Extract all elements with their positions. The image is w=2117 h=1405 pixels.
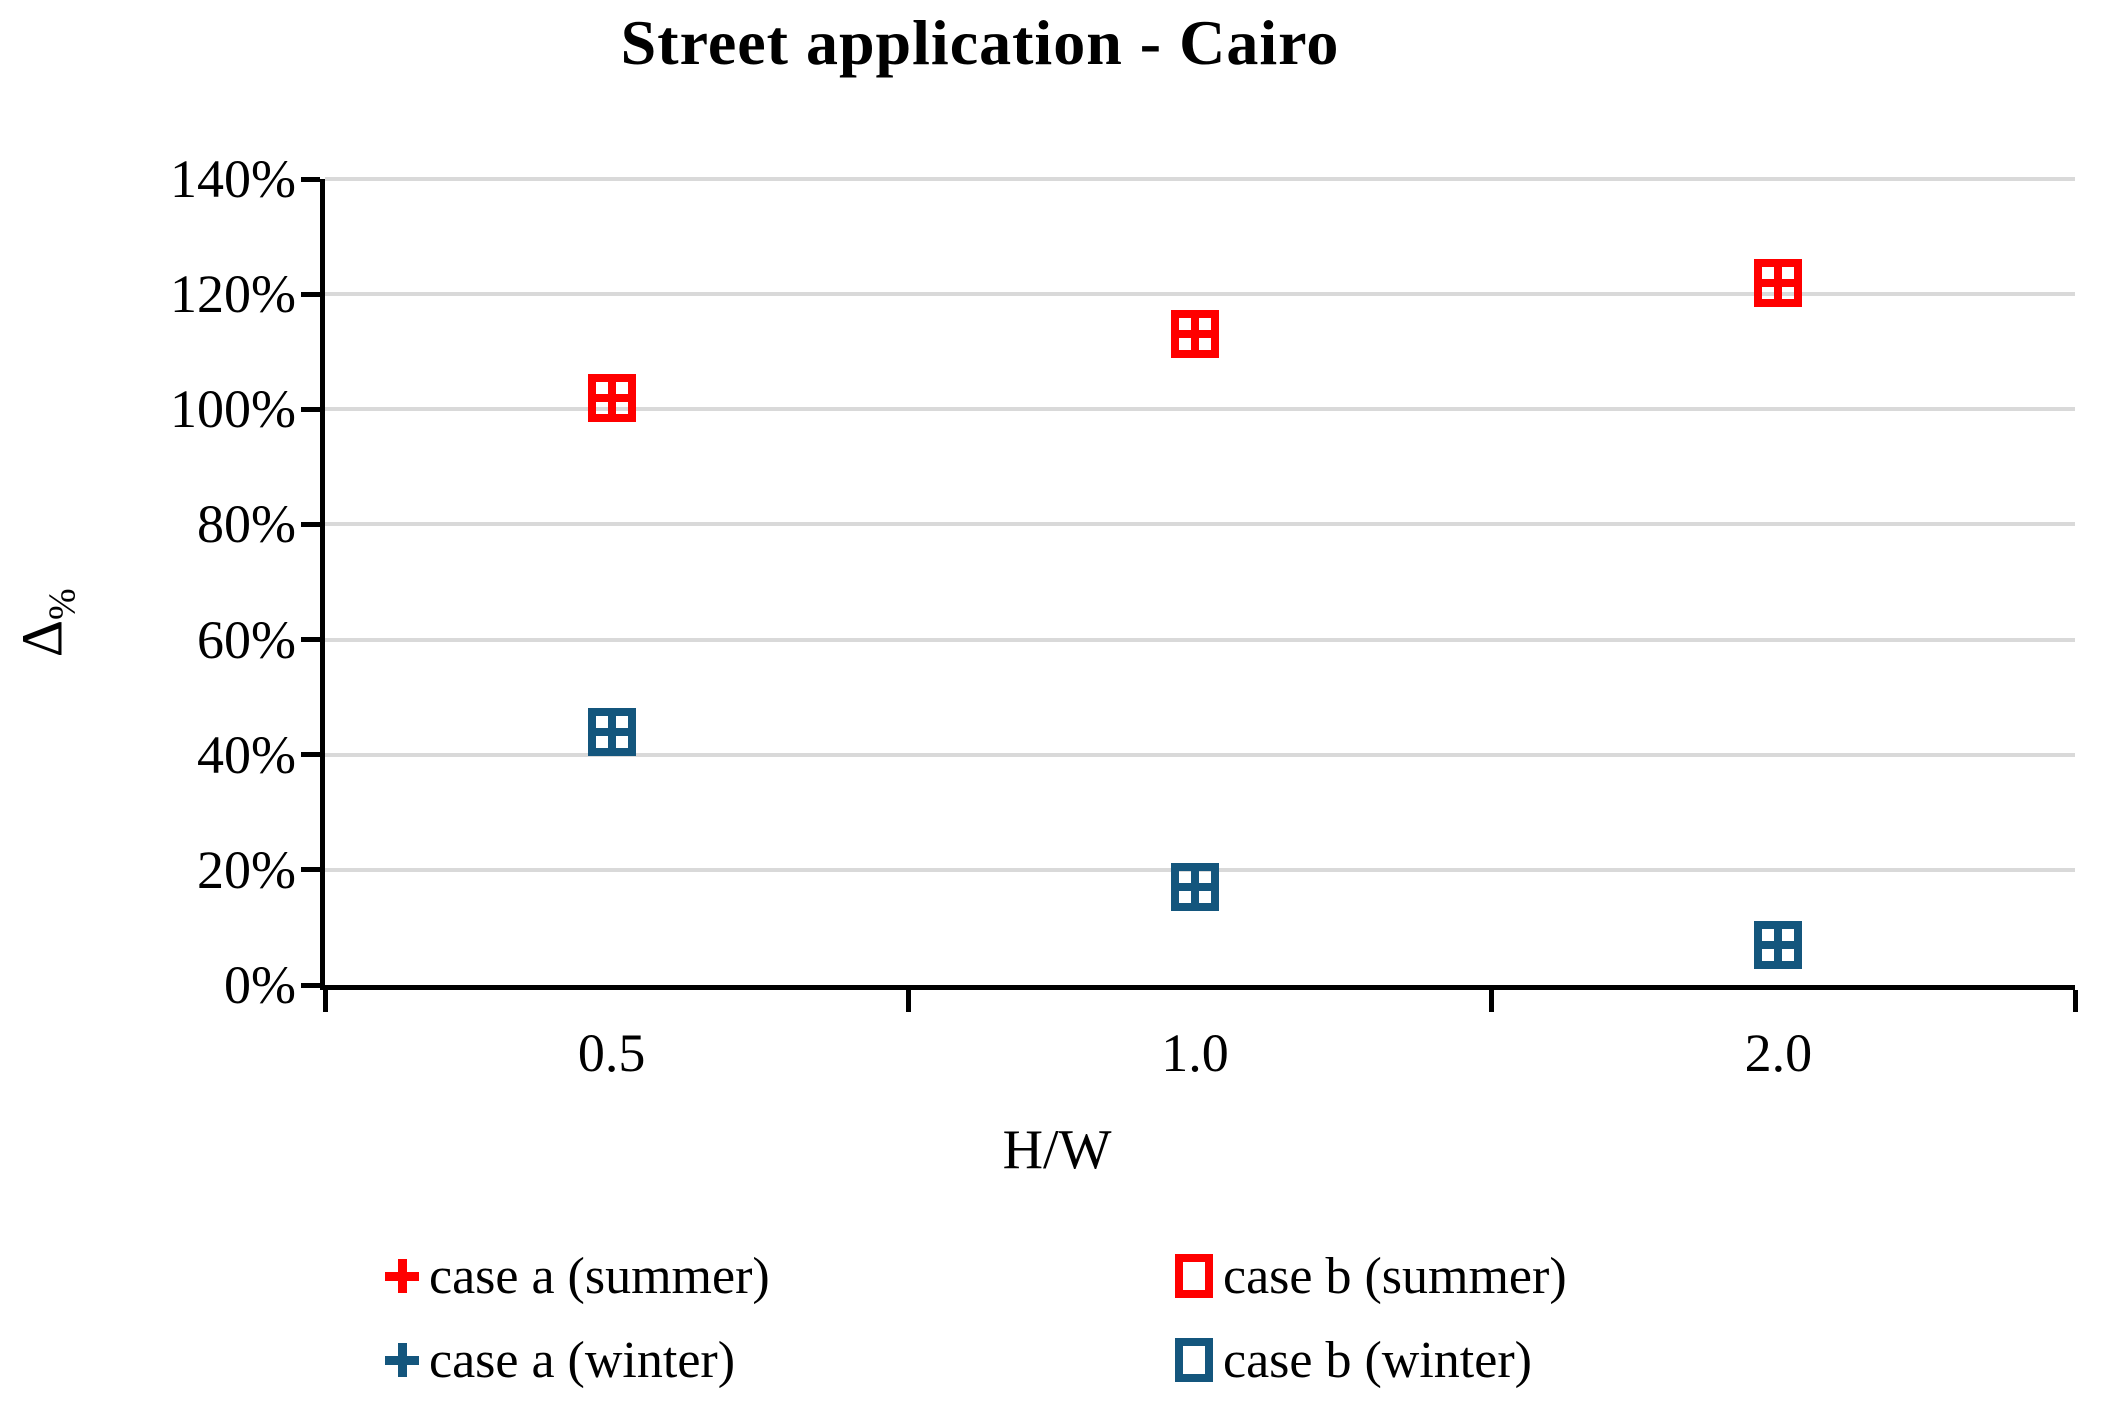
legend-label: case a (summer)	[429, 1247, 770, 1305]
legend-item-case-b-summer: case b (summer)	[1175, 1243, 1567, 1309]
data-marker-case-b-summer	[587, 373, 636, 422]
y-axis-tick-label: 120%	[170, 264, 296, 325]
y-axis-tick-label: 80%	[197, 494, 296, 555]
data-marker-case-b-winter	[587, 707, 636, 756]
y-axis-tick	[301, 982, 320, 988]
gridline	[325, 637, 2075, 642]
data-marker-case-b-summer	[1754, 258, 1803, 307]
x-axis-tick	[322, 990, 328, 1012]
legend-plus-icon	[385, 1343, 419, 1377]
x-axis-tick-label: 1.0	[1161, 1023, 1229, 1083]
gridline	[325, 522, 2075, 527]
plus-bar-vertical	[607, 381, 616, 414]
y-axis-tick	[301, 176, 320, 182]
legend-item-case-a-winter: case a (winter)	[385, 1327, 1175, 1393]
legend-plus-icon	[385, 1259, 419, 1293]
y-axis-tick	[301, 291, 320, 297]
y-axis-tick-label: 140%	[170, 149, 296, 209]
legend-square-icon	[1175, 1338, 1213, 1382]
y-axis-tick-label: 100%	[170, 379, 296, 440]
y-axis-tick-label: 40%	[197, 724, 296, 785]
plus-bar-vertical	[1191, 871, 1199, 904]
data-marker-case-a-winter	[1762, 928, 1795, 961]
gridline	[325, 407, 2075, 412]
y-axis-tick-label: 0%	[224, 955, 296, 1015]
plus-bar-vertical	[1774, 266, 1783, 299]
x-axis-tick-label: 0.5	[577, 1023, 646, 1083]
legend-square-icon	[1175, 1254, 1213, 1298]
legend-item-case-a-summer: case a (summer)	[385, 1243, 1175, 1309]
legend: case a (summer) case b (summer) case a (wi…	[385, 1243, 1567, 1393]
x-axis-title: H/W	[1002, 1119, 1112, 1181]
data-marker-case-a-summer	[1179, 318, 1211, 351]
y-axis-tick-label: 60%	[197, 609, 296, 670]
legend-label: case b (winter)	[1223, 1331, 1532, 1389]
data-marker-case-a-winter	[1179, 871, 1211, 904]
y-axis-tick	[301, 406, 320, 412]
plus-bar-vertical	[397, 1343, 407, 1377]
legend-item-case-b-winter: case b (winter)	[1175, 1327, 1567, 1393]
y-axis-tick	[301, 521, 320, 527]
data-marker-case-a-summer	[1762, 266, 1795, 299]
plus-bar-vertical	[1191, 318, 1199, 351]
y-axis-tick	[301, 637, 320, 643]
gridline	[325, 752, 2075, 757]
gridline	[325, 177, 2075, 181]
legend-label: case a (winter)	[429, 1331, 736, 1389]
data-marker-case-a-winter	[595, 715, 628, 748]
data-marker-case-b-winter	[1754, 920, 1803, 969]
data-marker-case-b-winter	[1171, 863, 1219, 912]
x-axis-tick	[2072, 990, 2078, 1012]
y-axis-tick	[301, 867, 320, 873]
legend-label: case b (summer)	[1223, 1247, 1567, 1305]
x-axis-tick	[1489, 990, 1495, 1012]
data-marker-case-a-summer	[595, 381, 628, 414]
chart-title: Street application - Cairo	[620, 7, 1340, 78]
plus-bar-vertical	[607, 715, 616, 748]
plus-bar-vertical	[397, 1259, 407, 1293]
y-axis-tick-label: 20%	[197, 839, 296, 900]
gridline	[325, 292, 2075, 297]
x-axis-tick	[905, 990, 911, 1012]
data-marker-case-b-summer	[1171, 310, 1219, 359]
plus-bar-vertical	[1774, 928, 1783, 961]
x-axis-tick-label: 2.0	[1744, 1023, 1813, 1083]
y-axis-tick	[301, 752, 320, 758]
